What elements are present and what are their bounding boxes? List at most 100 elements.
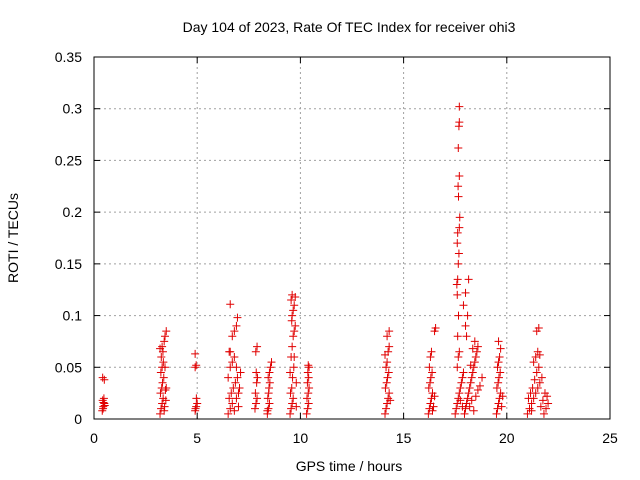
data-point <box>465 383 474 392</box>
data-point <box>466 378 475 387</box>
data-point <box>453 290 462 299</box>
data-point <box>384 394 393 403</box>
y-tick-label: 0.1 <box>63 308 83 324</box>
data-point <box>288 342 297 351</box>
data-point <box>264 389 273 398</box>
data-point <box>535 378 544 387</box>
data-point <box>468 344 477 353</box>
data-point <box>494 378 503 387</box>
data-point <box>454 259 463 268</box>
data-point <box>381 383 390 392</box>
data-points <box>98 102 553 418</box>
data-point <box>454 144 463 153</box>
axis-ticks <box>93 56 611 420</box>
data-point <box>191 349 200 358</box>
y-tick-label: 0.25 <box>55 152 82 168</box>
data-point <box>161 386 170 395</box>
x-tick-label: 20 <box>499 430 515 446</box>
y-tick-label: 0.35 <box>55 49 82 65</box>
data-point <box>263 406 272 415</box>
data-point <box>497 402 506 411</box>
data-point <box>304 361 313 370</box>
data-point <box>426 373 435 382</box>
data-point <box>455 118 464 127</box>
data-point <box>467 396 476 405</box>
data-point <box>455 213 464 222</box>
data-point <box>456 396 465 405</box>
tick-labels: 0 0.05 0.1 0.15 0.2 0.25 0.3 0.35 0 5 10 15 20 25 <box>55 49 618 446</box>
data-point <box>454 311 463 320</box>
data-point <box>456 383 465 392</box>
data-point <box>493 404 502 413</box>
data-point <box>428 406 437 415</box>
data-point <box>290 327 299 336</box>
data-point <box>457 378 466 387</box>
data-point <box>496 368 505 377</box>
data-point <box>535 350 544 359</box>
data-point <box>289 332 298 341</box>
data-point <box>159 373 168 382</box>
data-point <box>536 402 545 411</box>
data-point <box>384 368 393 377</box>
data-point <box>161 332 170 341</box>
data-point <box>161 396 170 405</box>
data-point <box>156 409 165 418</box>
data-point <box>226 404 235 413</box>
data-point <box>495 352 504 361</box>
data-point <box>429 402 438 411</box>
data-point <box>455 102 464 111</box>
data-point <box>531 352 540 361</box>
data-point <box>289 306 298 315</box>
x-tick-label: 15 <box>396 430 412 446</box>
data-point <box>529 358 538 367</box>
data-point <box>157 352 166 361</box>
data-point <box>162 383 171 392</box>
data-point <box>492 409 501 418</box>
data-point <box>463 394 472 403</box>
data-point <box>234 402 243 411</box>
data-point <box>156 368 165 377</box>
data-point <box>264 373 273 382</box>
x-tick-label: 10 <box>293 430 309 446</box>
data-point <box>303 378 312 387</box>
y-tick-label: 0 <box>74 411 82 427</box>
data-point <box>253 373 262 382</box>
x-tick-label: 0 <box>90 430 98 446</box>
data-point <box>527 399 536 408</box>
data-point <box>454 249 463 258</box>
data-point <box>228 399 237 408</box>
data-point <box>98 396 107 405</box>
data-point <box>382 378 391 387</box>
data-point <box>225 394 234 403</box>
data-point <box>191 363 200 372</box>
data-point <box>453 228 462 237</box>
data-point <box>454 352 463 361</box>
data-point <box>454 394 463 403</box>
data-point <box>304 389 313 398</box>
data-point <box>292 378 301 387</box>
data-point <box>287 383 296 392</box>
data-point <box>253 342 262 351</box>
data-point <box>251 389 260 398</box>
data-point <box>382 363 391 372</box>
data-point <box>266 363 275 372</box>
data-point <box>381 409 390 418</box>
y-tick-label: 0.3 <box>63 101 83 117</box>
x-axis-label: GPS time / hours <box>296 458 403 474</box>
data-point <box>230 327 239 336</box>
data-point <box>305 363 314 372</box>
data-point <box>192 361 201 370</box>
data-point <box>158 342 167 351</box>
data-point <box>265 368 274 377</box>
data-point <box>427 347 436 356</box>
data-point <box>156 344 165 353</box>
data-point <box>385 342 394 351</box>
data-point <box>231 378 240 387</box>
data-point <box>226 300 235 309</box>
data-point <box>286 389 295 398</box>
data-point <box>431 323 440 332</box>
data-point <box>473 386 482 395</box>
data-point <box>287 404 296 413</box>
data-point <box>99 398 108 407</box>
data-point <box>265 399 274 408</box>
